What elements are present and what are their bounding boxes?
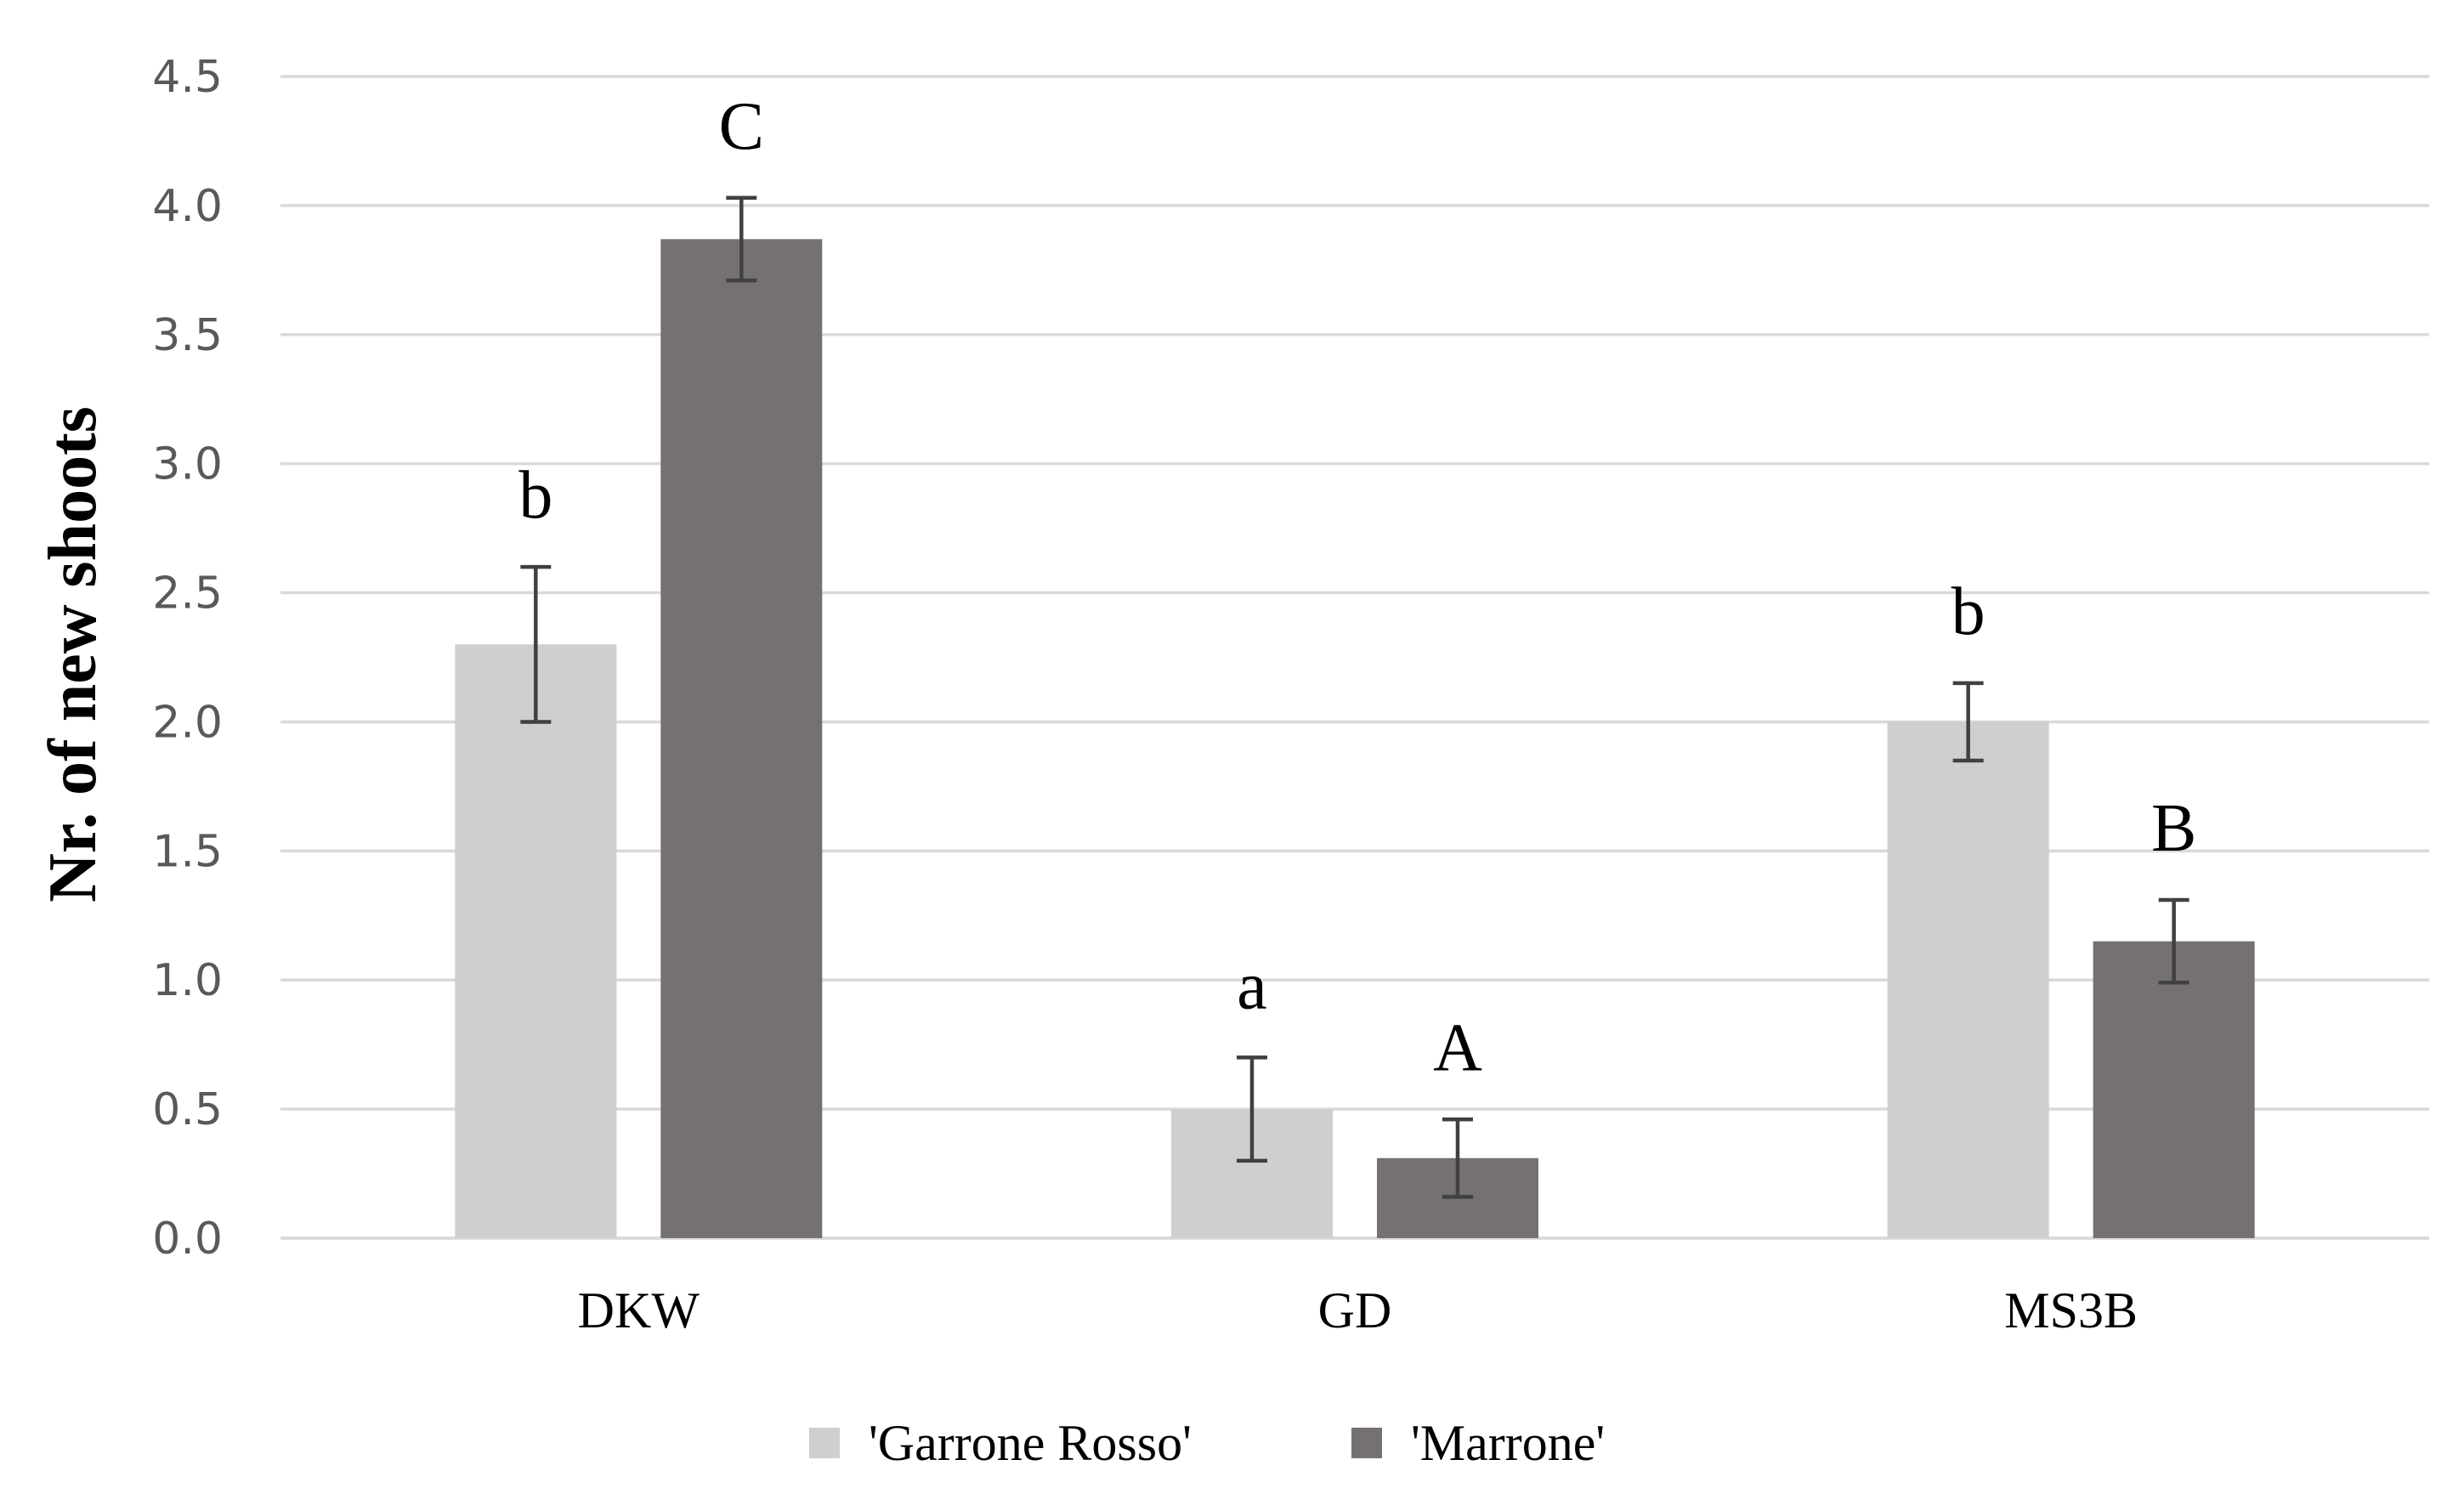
y-tick-label: 2.5 [152,569,223,620]
y-tick-label: 1.5 [152,826,223,877]
legend-item: 'Marrone' [1351,1415,1605,1471]
y-tick-label: 3.0 [152,439,223,490]
bar-dkw-series-1 [455,644,617,1238]
x-tick-label: GD [1318,1282,1392,1338]
significance-label: b [1951,574,1985,649]
y-tick-label: 0.5 [152,1084,223,1135]
x-tick-label: MS3B [2004,1282,2138,1338]
y-tick-label: 0.0 [152,1214,223,1265]
bar-ms3b-series-2 [2093,941,2255,1238]
legend-swatch [809,1428,840,1458]
bar-ms3b-series-1 [1887,721,2049,1238]
significance-label: A [1433,1010,1482,1085]
error-bar [2158,897,2189,985]
legend: 'Garrone Rosso' 'Marrone' [809,1415,1605,1471]
error-bar [1442,1117,1473,1199]
significance-labels: b Ca Ab B [518,89,2196,1085]
y-tick-labels: 0.0 0.5 1.0 1.5 2.0 2.5 3.0 3.5 4.0 4.5 [152,52,223,1265]
legend-label: 'Marrone' [1411,1415,1605,1471]
significance-label: a [1237,948,1267,1023]
category-labels: DKW GD MS3B [578,1282,2138,1338]
legend-label: 'Garrone Rosso' [869,1415,1192,1471]
y-tick-label: 1.0 [152,955,223,1006]
bars [455,239,2255,1238]
y-tick-label: 3.5 [152,310,223,361]
y-axis-label: Nr. of new shoots [36,406,110,902]
error-bar [726,195,757,283]
significance-label: C [719,89,764,164]
legend-item: 'Garrone Rosso' [809,1415,1192,1471]
x-tick-label: DKW [578,1282,700,1338]
gridlines [280,75,2429,1240]
y-tick-label: 4.5 [152,52,223,103]
bar-dkw-series-2 [660,239,823,1238]
y-tick-label: 4.0 [152,181,223,232]
y-tick-label: 2.0 [152,697,223,748]
error-bar [520,564,552,724]
error-bar [1237,1055,1267,1163]
error-bars [520,195,2189,1199]
legend-swatch [1351,1428,1382,1458]
significance-label: B [2151,791,2196,866]
error-bar [1952,681,1984,763]
significance-label: b [518,458,552,533]
